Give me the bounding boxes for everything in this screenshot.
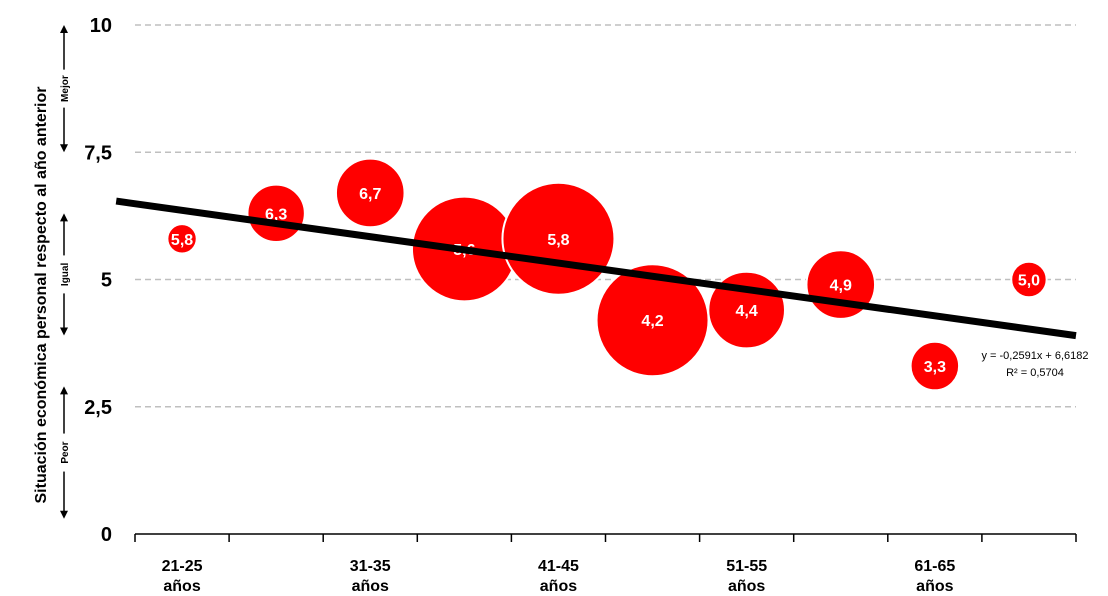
gridlines xyxy=(135,24,1076,408)
bubble-data-label: 4,4 xyxy=(736,303,758,320)
arrow-down-icon xyxy=(60,327,68,336)
bubble-data-label: 4,9 xyxy=(830,278,852,295)
trendline-r2: R² = 0,5704 xyxy=(1006,367,1064,379)
y-tick-label: 0 xyxy=(101,524,112,546)
x-tick-label: años xyxy=(352,578,389,595)
bubble xyxy=(595,263,710,378)
x-tick-label: años xyxy=(728,578,765,595)
bubble-data-label: 4,2 xyxy=(641,313,663,330)
x-tick-label: 51-55 xyxy=(726,558,767,575)
bubble xyxy=(334,157,406,229)
zone-label: Mejor xyxy=(60,75,71,102)
arrow-up-icon xyxy=(60,386,68,395)
bubble xyxy=(1010,260,1048,299)
bubble-data-label: 6,3 xyxy=(265,206,287,223)
x-tick-labels: 21-25 años 31-35 años 41-45 años 51-55 años 61-6… xyxy=(162,558,956,595)
x-tick-label: años xyxy=(163,578,200,595)
y-tick-label: 10 xyxy=(90,15,112,37)
arrow-up-icon xyxy=(60,213,68,222)
bubble-data-label: 5,8 xyxy=(547,232,569,249)
axes xyxy=(134,533,1077,542)
y-axis-label: Situación económica personal respecto al… xyxy=(33,86,50,503)
x-tick-label: 41-45 xyxy=(538,558,579,575)
arrow-down-icon xyxy=(60,144,68,153)
x-tick-label: años xyxy=(540,578,577,595)
y-tick-label: 5 xyxy=(101,270,112,292)
bubble-data-label: 6,7 xyxy=(359,186,381,203)
y-tick-label: 7,5 xyxy=(84,142,112,164)
x-tick-label: años xyxy=(916,578,953,595)
arrow-up-icon xyxy=(60,25,68,33)
x-tick-label: 61-65 xyxy=(914,558,955,575)
bubble-data-label: 5,0 xyxy=(1018,273,1040,290)
trendline-equation: y = -0,2591x + 6,6182 xyxy=(981,350,1088,362)
x-tick-label: 31-35 xyxy=(350,558,391,575)
zone-label: Igual xyxy=(60,263,71,287)
y-zone-indicators: Mejor Igual Peor xyxy=(60,25,71,519)
bubble-data-label: 3,3 xyxy=(924,359,946,376)
y-tick-labels: 0 2,5 5 7,5 10 xyxy=(84,15,112,546)
trendline-group xyxy=(115,197,1077,340)
x-tick-label: 21-25 xyxy=(162,558,203,575)
bubble xyxy=(166,223,198,255)
zone-label: Peor xyxy=(60,441,71,463)
trendline xyxy=(115,197,1077,340)
bubble-data-label: 5,8 xyxy=(171,232,193,249)
y-tick-label: 2,5 xyxy=(84,397,112,419)
bubbles: 5,86,36,75,65,84,24,44,93,35,0 xyxy=(166,157,1048,392)
bubble xyxy=(909,340,961,392)
arrow-down-icon xyxy=(60,510,68,519)
